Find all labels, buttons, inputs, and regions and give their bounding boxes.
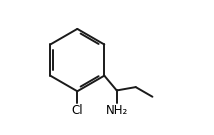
Text: NH₂: NH₂ bbox=[106, 104, 128, 117]
Text: Cl: Cl bbox=[71, 104, 83, 117]
